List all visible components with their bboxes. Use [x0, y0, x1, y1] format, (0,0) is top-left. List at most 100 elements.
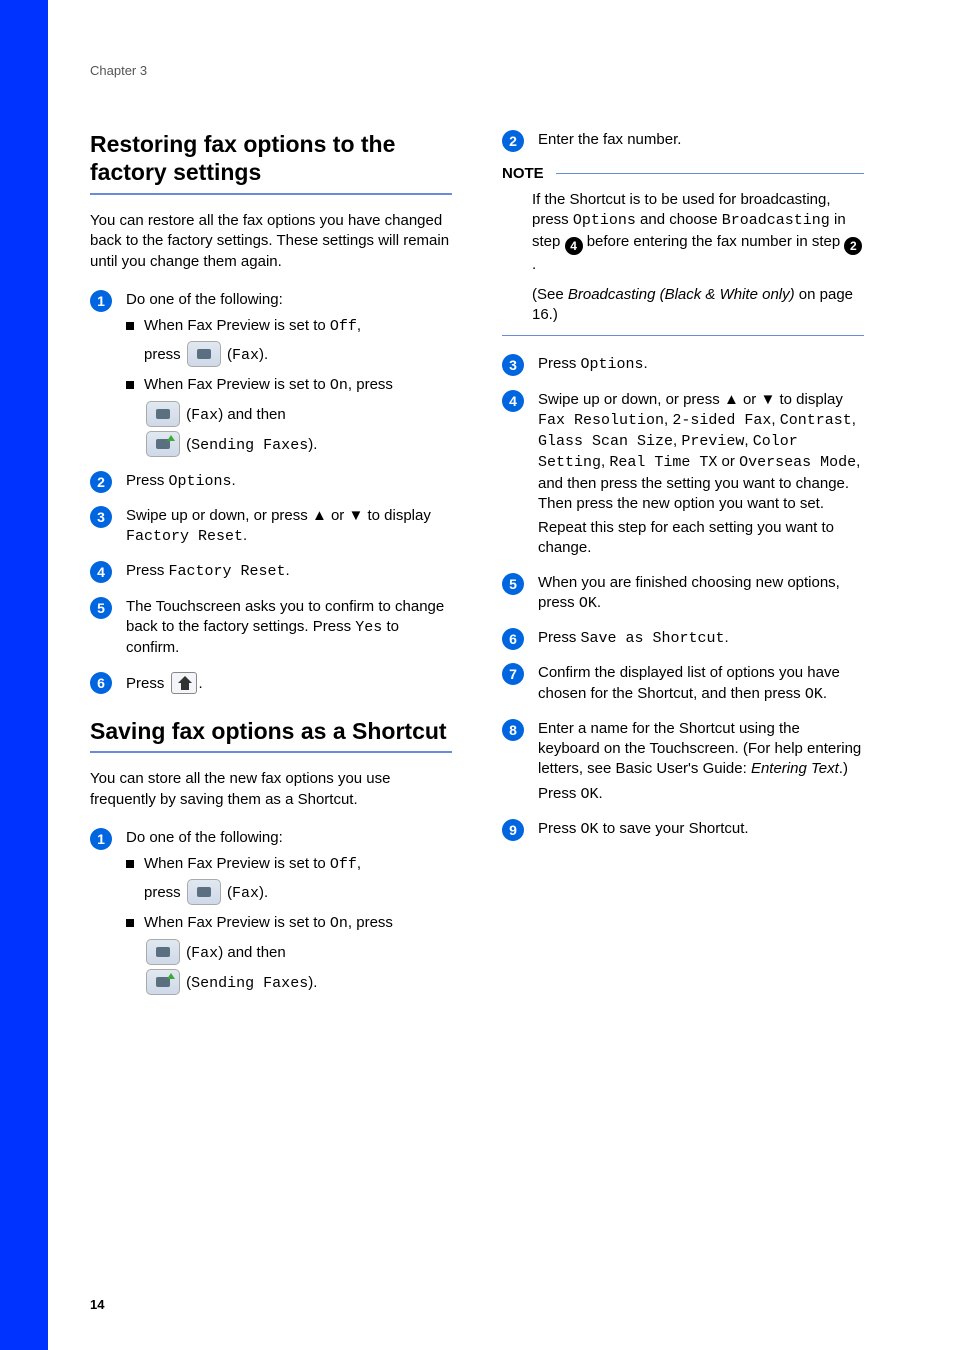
right-steps: 2 Enter the fax number. — [502, 130, 864, 150]
mono: OK — [579, 595, 597, 612]
step-badge-6: 6 — [502, 628, 524, 650]
text: (See — [532, 286, 568, 303]
step-badge-9: 9 — [502, 819, 524, 841]
mono: Fax — [191, 945, 218, 962]
mono: Off — [330, 856, 357, 873]
fax-icon — [146, 939, 180, 965]
line: press (Fax). — [144, 341, 452, 367]
mono: On — [330, 377, 348, 394]
text: press — [144, 884, 185, 901]
mono: Fax — [191, 407, 218, 424]
mono: Factory Reset — [169, 563, 286, 580]
sec1-step2: 2 Press Options. — [90, 471, 452, 492]
step-badge-5: 5 — [502, 573, 524, 595]
inline-badge-4: 4 — [565, 237, 583, 255]
sending-faxes-icon — [146, 969, 180, 995]
text: Press — [126, 472, 169, 489]
section1-intro: You can restore all the fax options you … — [90, 211, 452, 272]
text: press — [144, 346, 185, 363]
step-badge-2: 2 — [90, 471, 112, 493]
text: When Fax Preview is set to — [144, 855, 330, 872]
mono: Contrast — [780, 412, 852, 429]
note-p2: (See Broadcasting (Black & White only) o… — [532, 285, 864, 326]
mono: Broadcasting — [722, 212, 830, 229]
right-column: 2 Enter the fax number. NOTE If the Shor… — [502, 130, 864, 1009]
left-column: Restoring fax options to the factory set… — [90, 130, 452, 1009]
text: Press — [538, 785, 581, 802]
text: , — [357, 855, 361, 872]
sec1-step1: 1 Do one of the following: When Fax Prev… — [90, 290, 452, 457]
r-step2: 2 Enter the fax number. — [502, 130, 864, 150]
text: , press — [348, 914, 393, 931]
note-body: If the Shortcut is to be used for broadc… — [502, 190, 864, 325]
text: to display — [775, 391, 843, 408]
line: (Fax) and then — [144, 401, 452, 427]
mono: OK — [581, 821, 599, 838]
section1-rule — [90, 193, 452, 195]
sending-faxes-icon — [146, 431, 180, 457]
mono: Sending Faxes — [191, 975, 308, 992]
text: Repeat this step for each setting you wa… — [538, 518, 864, 559]
step-badge-4: 4 — [502, 390, 524, 412]
step-badge-8: 8 — [502, 719, 524, 741]
sec2-step1: 1 Do one of the following: When Fax Prev… — [90, 828, 452, 995]
r-step8: 8 Enter a name for the Shortcut using th… — [502, 719, 864, 805]
mono: Options — [573, 212, 636, 229]
line: (Sending Faxes). — [144, 969, 452, 995]
inline-badge-2: 2 — [844, 237, 862, 255]
bullet: When Fax Preview is set to Off, press (F… — [126, 316, 452, 367]
bullet: When Fax Preview is set to On, press (Fa… — [126, 375, 452, 456]
sec1-step4: 4 Press Factory Reset. — [90, 561, 452, 582]
line: press (Fax). — [144, 879, 452, 905]
page: Chapter 3 Restoring fax options to the f… — [0, 0, 954, 1350]
step-badge-3: 3 — [90, 506, 112, 528]
bullet: When Fax Preview is set to On, press (Fa… — [126, 913, 452, 994]
section1-steps: 1 Do one of the following: When Fax Prev… — [90, 290, 452, 695]
r-step4: 4 Swipe up or down, or press ▲ or ▼ to d… — [502, 390, 864, 559]
text: and choose — [636, 211, 722, 228]
note-title: NOTE — [502, 164, 550, 184]
text: Confirm the displayed list of options yo… — [538, 664, 840, 701]
mono: Sending Faxes — [191, 437, 308, 454]
mono: Preview — [681, 433, 744, 450]
text: Swipe up or down, or press — [126, 507, 312, 524]
mono: 2-sided Fax — [672, 412, 771, 429]
step-badge-3: 3 — [502, 354, 524, 376]
bullet: When Fax Preview is set to Off, press (F… — [126, 854, 452, 905]
note-p1: If the Shortcut is to be used for broadc… — [532, 190, 864, 275]
mono: Fax Resolution — [538, 412, 664, 429]
step-badge-4: 4 — [90, 561, 112, 583]
ital: Broadcasting (Black & White only) — [568, 286, 795, 303]
text: ) and then — [218, 944, 286, 961]
r-step7: 7 Confirm the displayed list of options … — [502, 663, 864, 705]
step-badge-2: 2 — [502, 130, 524, 152]
step-badge-6: 6 — [90, 672, 112, 694]
section2-steps: 1 Do one of the following: When Fax Prev… — [90, 828, 452, 995]
section2-rule — [90, 751, 452, 753]
sec1-step1-bullets: When Fax Preview is set to Off, press (F… — [126, 316, 452, 457]
step-badge-1: 1 — [90, 828, 112, 850]
text: When Fax Preview is set to — [144, 317, 330, 334]
mono: Overseas Mode — [739, 454, 856, 471]
line: (Fax) and then — [144, 939, 452, 965]
text: , press — [348, 376, 393, 393]
mono: Glass Scan Size — [538, 433, 673, 450]
line: Press OK. — [538, 784, 864, 805]
text: Swipe up or down, or press — [538, 391, 724, 408]
r-step6: 6 Press Save as Shortcut. — [502, 628, 864, 649]
text: ). — [259, 346, 268, 363]
text: , — [357, 317, 361, 334]
text: or — [717, 453, 739, 470]
note-header: NOTE — [502, 164, 864, 184]
sec1-step3: 3 Swipe up or down, or press ▲ or ▼ to d… — [90, 506, 452, 548]
sec1-step5: 5 The Touchscreen asks you to confirm to… — [90, 597, 452, 659]
section1-title: Restoring fax options to the factory set… — [90, 130, 452, 188]
ital: Entering Text — [751, 760, 839, 777]
step1-lead: Do one of the following: — [126, 291, 283, 308]
section2-title: Saving fax options as a Shortcut — [90, 717, 452, 746]
text: ). — [308, 974, 317, 991]
sec1-step6: 6 Press . — [90, 672, 452, 694]
text: Press — [126, 675, 169, 692]
text: Enter the fax number. — [538, 131, 681, 148]
text: When Fax Preview is set to — [144, 376, 330, 393]
